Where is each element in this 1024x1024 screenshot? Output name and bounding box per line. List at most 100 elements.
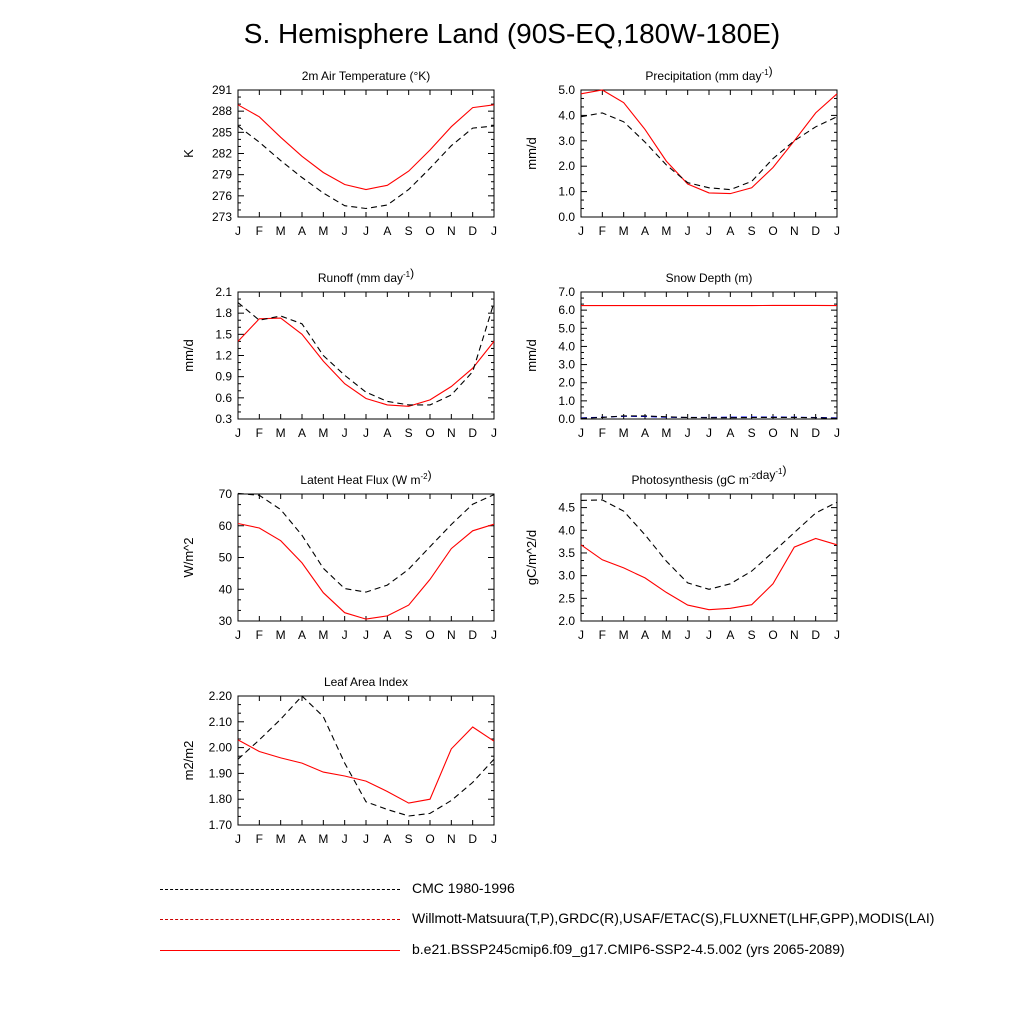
x-tick-label: D: [468, 832, 477, 846]
y-tick-label: 50: [219, 551, 233, 565]
x-tick-label: J: [235, 628, 241, 642]
y-tick-label: 5.0: [558, 83, 575, 97]
x-tick-label: M: [661, 628, 671, 642]
x-tick-label: A: [298, 832, 306, 846]
x-tick-label: D: [811, 224, 820, 238]
panel-3-frame: [580, 291, 838, 420]
y-tick-label: 2.10: [209, 715, 233, 729]
legend-label-obs: CMC 1980-1996: [412, 880, 515, 896]
x-tick-label: J: [363, 426, 369, 440]
x-tick-label: A: [726, 426, 734, 440]
x-tick-label: J: [706, 224, 712, 238]
x-tick-label: J: [363, 628, 369, 642]
y-tick-label: 0.3: [215, 412, 232, 426]
panel-5-frame: [580, 493, 838, 622]
y-tick-label: 279: [212, 168, 232, 182]
x-tick-label: J: [235, 224, 241, 238]
y-tick-label: 291: [212, 83, 232, 97]
x-tick-label: A: [383, 628, 391, 642]
x-tick-label: F: [256, 426, 263, 440]
panel-0-ylabel: K: [181, 149, 196, 158]
x-tick-label: J: [491, 628, 497, 642]
x-tick-label: N: [790, 426, 799, 440]
x-tick-label: M: [318, 224, 328, 238]
y-tick-label: 0.9: [215, 370, 232, 384]
x-tick-label: J: [342, 426, 348, 440]
y-tick-label: 3.5: [558, 546, 575, 560]
x-tick-label: O: [768, 628, 777, 642]
x-tick-label: J: [235, 832, 241, 846]
x-tick-label: S: [748, 628, 756, 642]
panel-2-title: Runoff (mm day-1): [318, 266, 414, 285]
y-tick-label: 70: [219, 487, 233, 501]
x-tick-label: M: [619, 224, 629, 238]
y-tick-label: 6.0: [558, 303, 575, 317]
y-tick-label: 0.6: [215, 391, 232, 405]
x-tick-label: D: [468, 628, 477, 642]
x-tick-label: J: [834, 628, 840, 642]
y-tick-label: 4.5: [558, 501, 575, 515]
x-tick-label: N: [790, 628, 799, 642]
series-line-model: [580, 89, 838, 195]
x-tick-label: D: [468, 224, 477, 238]
y-tick-label: 2.0: [558, 614, 575, 628]
x-tick-label: O: [425, 628, 434, 642]
x-tick-label: M: [619, 426, 629, 440]
x-tick-label: M: [318, 628, 328, 642]
x-tick-label: A: [383, 224, 391, 238]
x-tick-label: J: [342, 224, 348, 238]
x-tick-label: A: [641, 426, 649, 440]
x-tick-label: S: [405, 628, 413, 642]
x-tick-label: F: [256, 832, 263, 846]
y-tick-label: 276: [212, 189, 232, 203]
x-tick-label: M: [318, 426, 328, 440]
x-tick-label: A: [641, 224, 649, 238]
x-tick-label: J: [706, 628, 712, 642]
x-tick-label: M: [661, 426, 671, 440]
x-tick-label: A: [298, 426, 306, 440]
x-tick-label: D: [468, 426, 477, 440]
series-line-model: [237, 726, 495, 804]
x-tick-label: J: [685, 628, 691, 642]
y-tick-label: 4.0: [558, 523, 575, 537]
panel-3-title: Snow Depth (m): [666, 271, 753, 285]
x-tick-label: A: [298, 628, 306, 642]
x-tick-label: N: [447, 832, 456, 846]
x-tick-label: O: [425, 832, 434, 846]
x-tick-label: J: [834, 224, 840, 238]
x-tick-label: M: [318, 832, 328, 846]
x-tick-label: A: [298, 224, 306, 238]
x-tick-label: S: [405, 426, 413, 440]
y-tick-label: 285: [212, 125, 232, 139]
x-tick-label: N: [447, 628, 456, 642]
panel-1-frame: [580, 89, 838, 218]
panel-6-frame: [237, 695, 495, 826]
x-tick-label: A: [726, 628, 734, 642]
panel-4-ylabel: W/m^2: [181, 537, 196, 577]
y-tick-label: 2.0: [558, 376, 575, 390]
panel-4-frame: [237, 493, 495, 622]
y-tick-label: 2.00: [209, 741, 233, 755]
y-tick-label: 1.0: [558, 394, 575, 408]
x-tick-label: J: [685, 224, 691, 238]
y-tick-label: 3.0: [558, 134, 575, 148]
y-tick-label: 1.8: [215, 306, 232, 320]
x-tick-label: N: [790, 224, 799, 238]
y-tick-label: 2.5: [558, 591, 575, 605]
x-tick-label: S: [405, 832, 413, 846]
x-tick-label: J: [342, 832, 348, 846]
x-tick-label: M: [619, 628, 629, 642]
x-tick-label: F: [599, 628, 606, 642]
y-tick-label: 7.0: [558, 285, 575, 299]
y-tick-label: 2.0: [558, 159, 575, 173]
series-line-model: [237, 104, 495, 191]
panel-4-title: Latent Heat Flux (W m-2): [300, 468, 431, 487]
y-tick-label: 1.5: [215, 327, 232, 341]
x-tick-label: O: [768, 224, 777, 238]
panel-6-ylabel: m2/m2: [181, 741, 196, 781]
x-tick-label: J: [363, 832, 369, 846]
x-tick-label: J: [578, 628, 584, 642]
x-tick-label: M: [276, 224, 286, 238]
